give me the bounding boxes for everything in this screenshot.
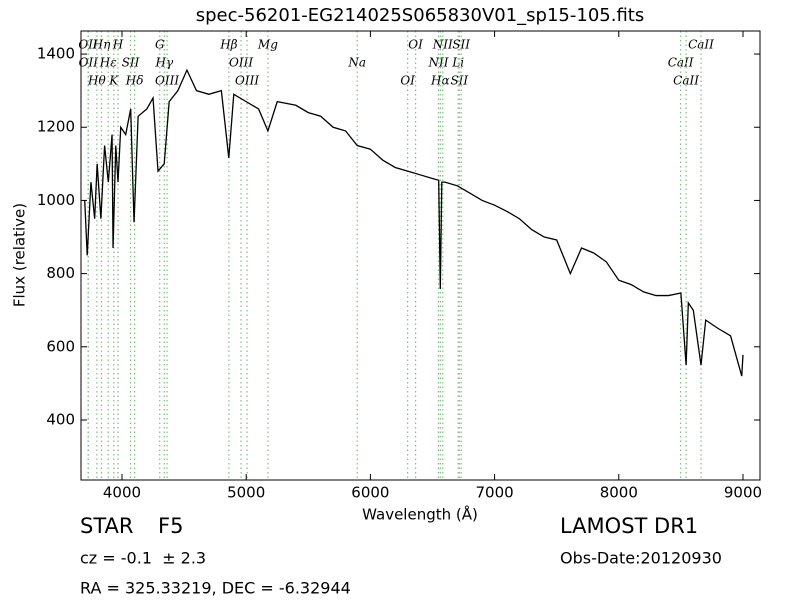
spectral-line-label: CaII xyxy=(688,38,714,52)
y-tick-label: 1200 xyxy=(37,118,75,136)
spectral-line-label: SII xyxy=(122,56,140,70)
y-tick-label: 400 xyxy=(46,410,75,428)
spectral-line-label: OI xyxy=(408,38,423,52)
spectral-line-label: OIII xyxy=(229,56,253,70)
x-tick-label: 5000 xyxy=(227,484,265,502)
spectral-line-label: Hε xyxy=(99,56,117,70)
x-tick-label: 4000 xyxy=(103,484,141,502)
chart-title: spec-56201-EG214025S065830V01_sp15-105.f… xyxy=(196,5,644,26)
y-tick-label: 800 xyxy=(46,264,75,282)
survey: LAMOST DR1 xyxy=(560,514,698,538)
spectral-line-label: Hθ xyxy=(87,74,106,88)
x-axis-label: Wavelength (Å) xyxy=(362,505,478,524)
spectral-line-label: CaII xyxy=(668,56,694,70)
coordinates: RA = 325.33219, DEC = -6.32944 xyxy=(80,579,351,598)
spectral-line-label: Na xyxy=(347,56,366,70)
x-tick-label: 8000 xyxy=(600,484,638,502)
spectral-line-label: NII xyxy=(432,38,453,52)
subclass: F5 xyxy=(158,514,183,538)
spectral-line-label: Li xyxy=(451,56,464,70)
y-axis-label: Flux (relative) xyxy=(11,203,29,307)
spectral-line-label: OIII xyxy=(235,74,259,88)
spectral-line-label: Hβ xyxy=(219,38,237,52)
spectrum-line xyxy=(84,68,744,377)
x-tick-label: 9000 xyxy=(724,484,762,502)
spectral-line-label: Hγ xyxy=(155,56,174,70)
obs-date: Obs-Date:20120930 xyxy=(560,549,722,568)
spectral-line-label: CaII xyxy=(673,74,699,88)
x-tick-label: 7000 xyxy=(475,484,513,502)
spectral-line-label: K xyxy=(108,74,119,88)
spectral-line-label: OI xyxy=(400,74,415,88)
x-tick-label: 6000 xyxy=(351,484,389,502)
y-tick-label: 1000 xyxy=(37,191,75,209)
y-tick-label: 600 xyxy=(46,337,75,355)
spectral-line-label: SII xyxy=(452,38,470,52)
spectral-line-label: Hη xyxy=(92,38,111,52)
spectral-line-label: Hδ xyxy=(125,74,144,88)
spectral-line-label: OII xyxy=(79,56,99,70)
plot-frame xyxy=(80,30,761,481)
spectral-line-label: SII xyxy=(450,74,468,88)
redshift: cz = -0.1 ± 2.3 xyxy=(80,549,206,568)
spectral-line-label: Mg xyxy=(257,38,278,52)
spectral-line-label: G xyxy=(155,38,165,52)
spectral-line-label: NII xyxy=(427,56,448,70)
spectral-line-label: Hα xyxy=(430,74,450,88)
spectral-line-label: H xyxy=(112,38,124,52)
object-class: STAR xyxy=(80,514,133,538)
spectral-line-label: OIII xyxy=(155,74,179,88)
y-tick-label: 1400 xyxy=(37,45,75,63)
